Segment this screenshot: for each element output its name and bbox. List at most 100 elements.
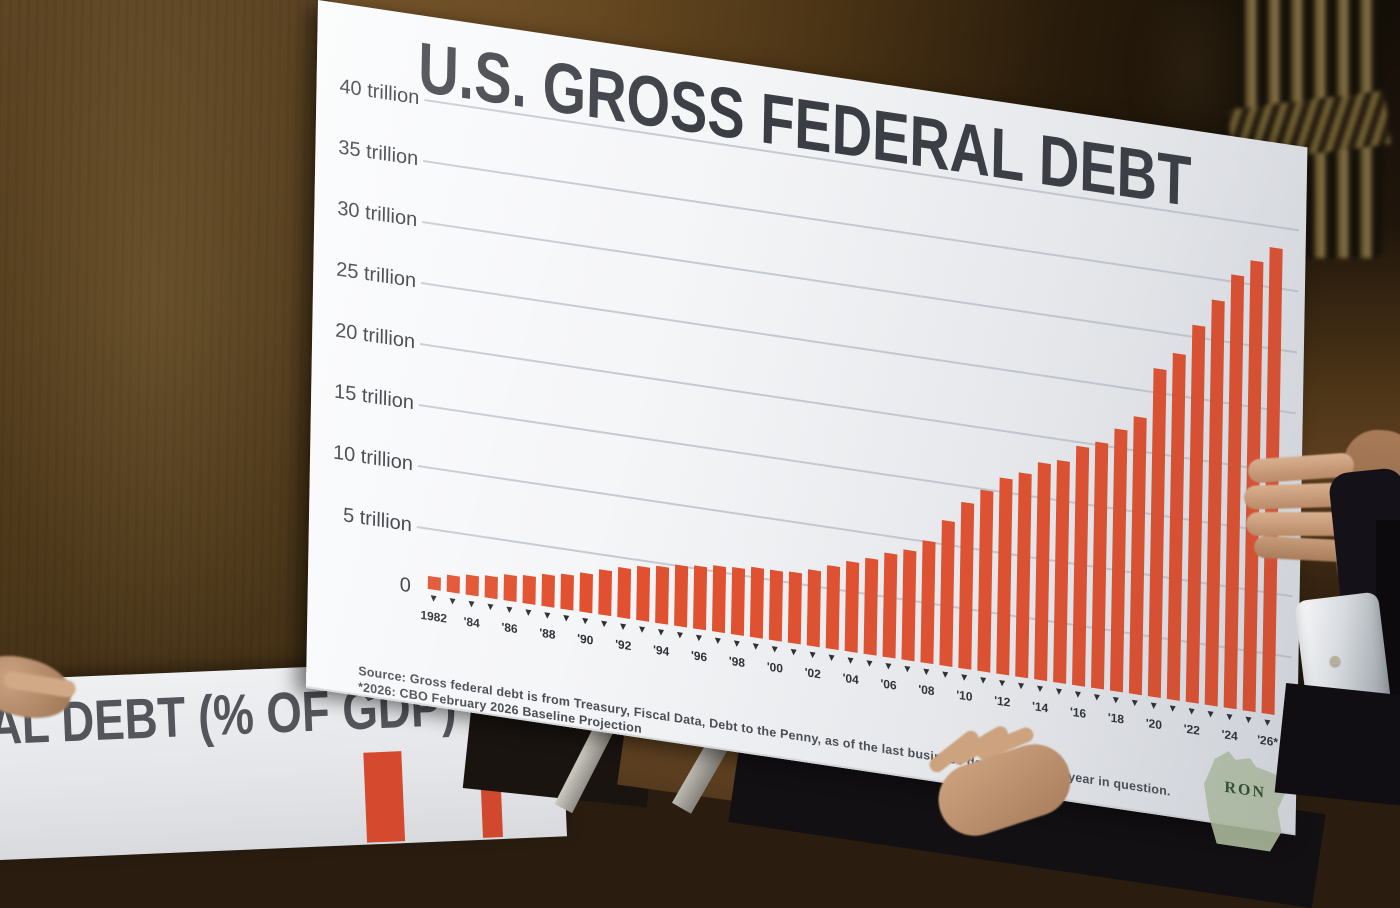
year-tick-triangle-2023 [1207,711,1214,718]
bar-2015 [1053,459,1070,684]
year-tick-triangle-2005 [866,660,873,668]
bar-2016 [1072,445,1090,687]
bar-2021 [1166,352,1186,701]
bar-1985 [484,575,498,600]
bar-2010 [958,501,975,670]
bar-1991 [598,569,613,617]
bar-2011 [977,490,994,673]
y-axis-label-35: 35 trillion [338,136,419,171]
year-tick-triangle-1999 [752,643,759,651]
bar-2020 [1147,367,1167,699]
cuff-button [1330,656,1340,666]
bar-1988 [541,574,555,608]
year-tick-triangle-2004 [847,657,854,665]
bar-2007 [901,549,917,662]
bar-2006 [882,552,898,659]
year-tick-triangle-1986 [506,606,513,614]
year-tick-triangle-2014 [1036,685,1044,693]
bar-1993 [636,566,651,622]
year-tick-triangle-2006 [885,663,892,670]
bar-2005 [863,557,879,656]
year-tick-triangle-1991 [601,620,608,628]
y-axis-label-30: 30 trillion [337,197,418,232]
bar-2000 [768,570,784,642]
year-tick-triangle-2024 [1226,713,1233,721]
year-tick-triangle-1997 [714,637,721,645]
year-tick-triangle-2017 [1093,694,1100,701]
year-tick-triangle-2010 [961,674,968,682]
year-tick-triangle-1987 [525,609,532,617]
year-tick-triangle-2008 [923,668,930,676]
year-tick-triangle-1993 [638,626,646,634]
bar-1996 [693,564,708,631]
year-tick-triangle-1992 [620,623,627,631]
bar-1986 [503,574,517,603]
bar-2004 [844,560,860,653]
year-tick-triangle-2003 [828,654,835,662]
senator-logo: RON [1201,745,1288,854]
y-axis-label-5: 5 trillion [342,504,413,537]
bar-1982 [427,575,441,591]
year-tick-triangle-2021 [1169,705,1176,713]
year-tick-triangle-1984 [468,600,475,608]
year-tick-triangle-2013 [1017,682,1025,690]
year-tick-triangle-2001 [790,648,797,656]
bar-2018 [1109,428,1128,693]
year-tick-triangle-1988 [544,612,551,620]
year-tick-triangle-2022 [1188,708,1195,716]
y-axis-label-0: 0 [399,573,411,598]
bar-1984 [465,574,479,597]
year-tick-triangle-1985 [487,603,494,611]
bar-1995 [674,564,689,628]
year-tick-triangle-1994 [657,629,665,637]
y-axis-label-20: 20 trillion [334,319,416,354]
gdp-poster-red-bar-fragment [363,751,406,843]
bar-1998 [730,566,746,636]
year-tick-triangle-2019 [1131,699,1138,707]
bar-2012 [996,477,1013,676]
year-tick-triangle-2016 [1074,691,1081,699]
bar-1997 [711,565,727,634]
year-tick-triangle-1995 [676,631,683,639]
year-tick-triangle-1990 [582,617,589,625]
year-tick-triangle-1998 [733,640,740,648]
bar-2022 [1185,324,1206,704]
year-tick-triangle-1982 [430,595,437,603]
bar-1990 [579,572,593,614]
year-tick-triangle-2002 [809,651,816,659]
bar-1999 [749,567,765,639]
year-tick-triangle-1996 [695,634,702,642]
y-axis-label-15: 15 trillion [333,380,415,415]
year-tick-triangle-2026 [1264,719,1271,727]
suit-bottom-right [1274,682,1400,808]
year-tick-triangle-2012 [999,679,1006,687]
year-tick-triangle-2000 [771,646,778,653]
year-tick-triangle-2025 [1245,716,1252,724]
year-tick-triangle-2020 [1150,702,1157,710]
bar-2019 [1128,416,1147,696]
year-tick-triangle-2018 [1112,696,1119,704]
year-tick-triangle-2015 [1055,688,1062,696]
wood-paneling [0,0,348,787]
bar-2008 [920,540,936,665]
year-tick-triangle-2007 [904,665,911,673]
bar-1994 [655,565,670,625]
y-axis-label-40: 40 trillion [339,75,420,110]
bar-2013 [1015,472,1032,679]
bar-1992 [617,567,632,619]
bar-2009 [939,519,955,667]
main-poster-board: U.S. GROSS FEDERAL DEBT 40 trillion 35 tr… [305,0,1308,835]
bar-2002 [806,569,822,648]
bar-2001 [787,571,802,645]
year-tick-triangle-1989 [563,615,570,622]
bar-2014 [1034,461,1051,682]
year-tick-triangle-2009 [942,671,949,679]
gridline-30-trillion [422,221,1297,354]
y-axis-label-25: 25 trillion [336,258,417,293]
y-axis-label-10: 10 trillion [332,441,414,476]
year-tick-triangle-2011 [980,677,987,685]
bar-2003 [825,565,841,651]
bar-1989 [560,573,574,611]
bar-1983 [446,574,460,594]
bar-1987 [522,574,536,605]
